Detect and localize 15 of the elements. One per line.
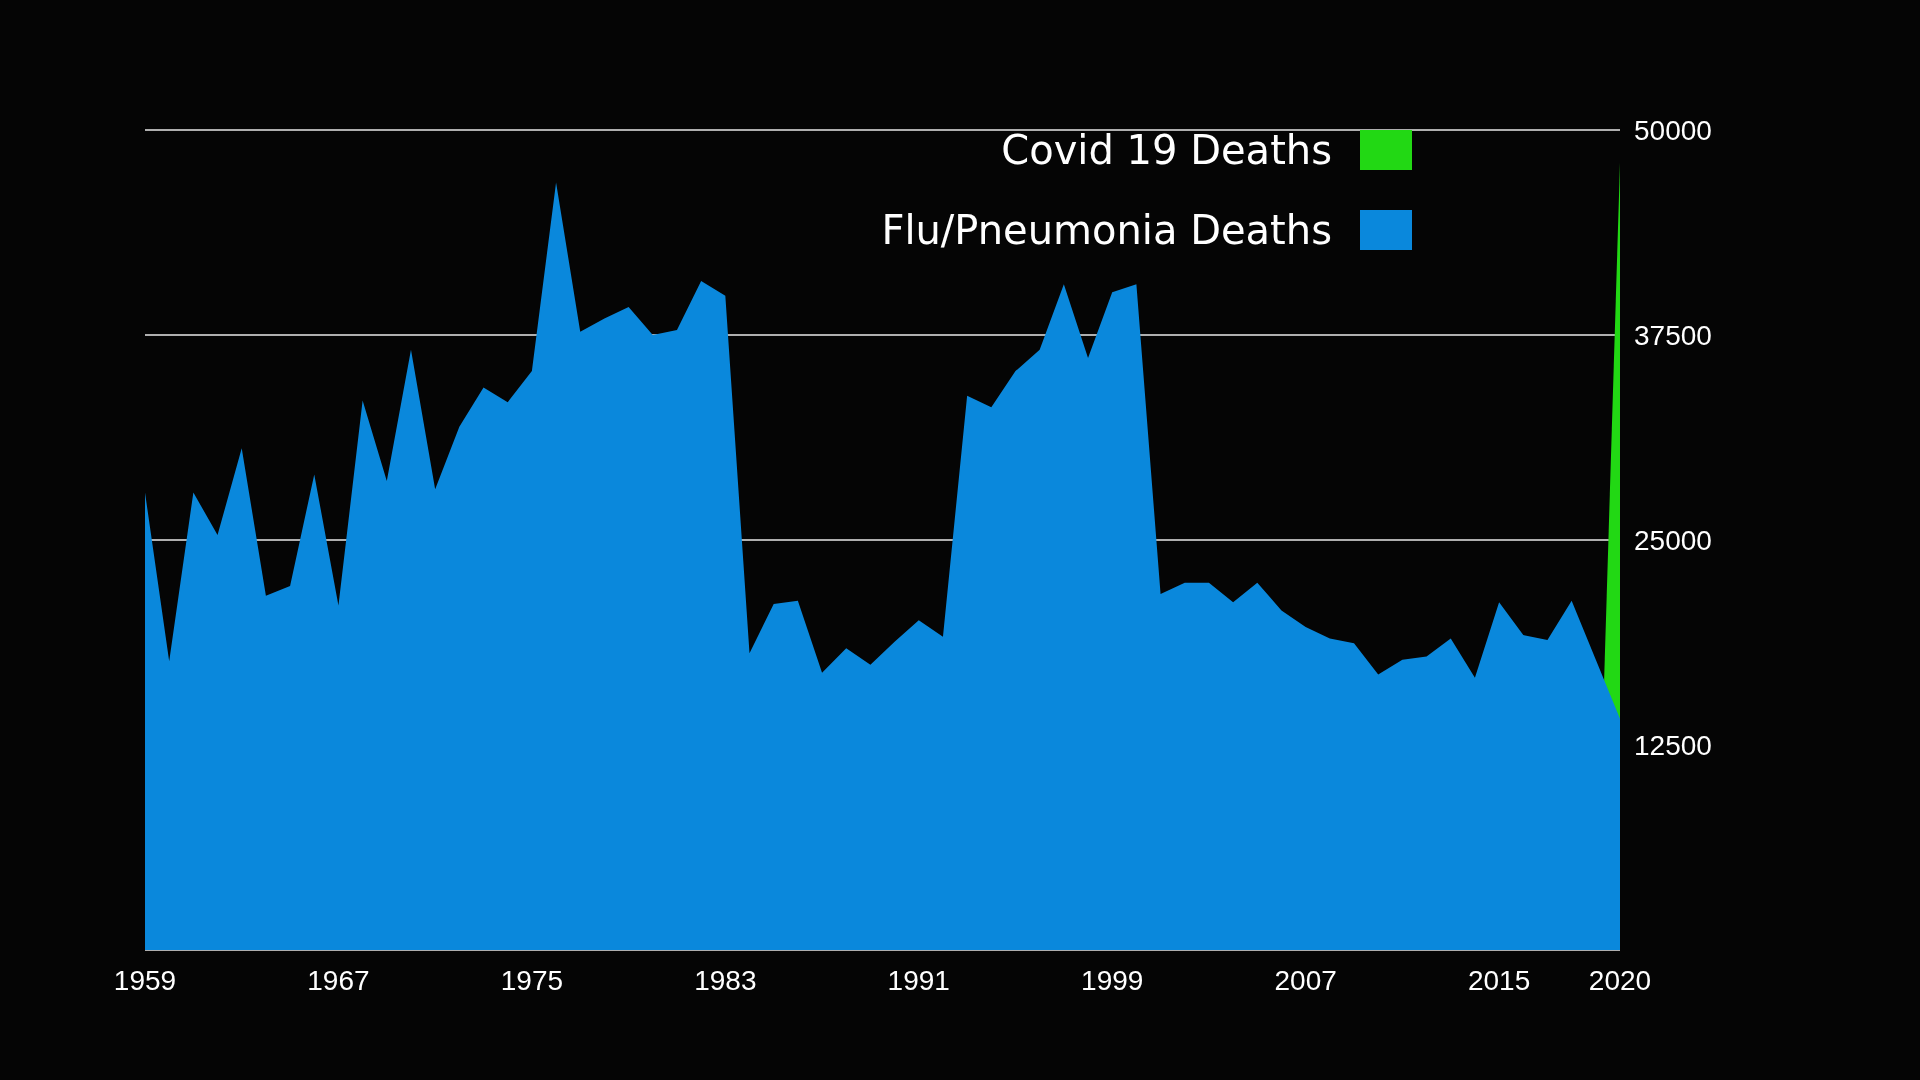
x-tick-label: 1967 — [307, 965, 370, 996]
x-tick-label: 1991 — [887, 965, 950, 996]
y-tick-label: 37500 — [1634, 319, 1712, 351]
x-tick-label: 2020 — [1588, 965, 1652, 996]
x-tick-label: 2007 — [1274, 965, 1337, 996]
legend-label: Flu/Pneumonia Deaths — [881, 207, 1332, 253]
x-tick-label: 1959 — [113, 965, 177, 996]
x-tick-label: 2015 — [1467, 965, 1531, 996]
legend-label: Covid 19 Deaths — [1001, 127, 1332, 173]
y-tick-label: 25000 — [1634, 524, 1712, 556]
y-tick-label: 12500 — [1634, 729, 1712, 761]
x-tick-label: 1983 — [694, 965, 757, 996]
x-tick-label: 1975 — [500, 965, 564, 996]
x-tick-label: 1999 — [1081, 965, 1144, 996]
y-tick-label: 50000 — [1634, 114, 1712, 146]
